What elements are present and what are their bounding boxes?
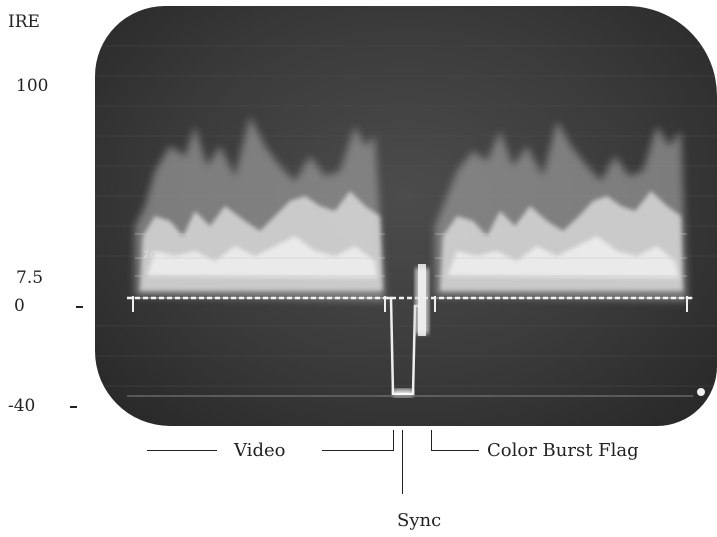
video-bracket-end: [393, 430, 394, 451]
sync-pointer-line: [402, 430, 403, 494]
tick-label-100: 100: [16, 76, 49, 96]
video-trace-right: [435, 121, 687, 301]
tick-dash-0: [76, 306, 83, 308]
sync-label: Sync: [397, 510, 442, 531]
color-burst-flag-label: Color Burst Flag: [487, 440, 639, 461]
video-bracket-right-line: [322, 450, 394, 451]
color-burst-trace: [415, 264, 429, 336]
video-bracket-left-line: [147, 450, 217, 451]
blanking-edge-marks: [132, 296, 688, 312]
tick-label-0: 0: [14, 296, 25, 316]
video-label: Video: [234, 440, 286, 461]
tick-dash-minus-40: [70, 406, 77, 408]
tick-label-7-5: 7.5: [16, 268, 44, 288]
graticule-lines: [135, 233, 687, 277]
video-trace-left: [135, 116, 385, 301]
color-burst-bracket-line: [431, 450, 479, 451]
axis-unit-label: IRE: [8, 12, 40, 32]
color-burst-bracket-end: [431, 430, 432, 451]
oscilloscope-screen: 20: [95, 6, 717, 426]
tick-label-minus-40: -40: [8, 396, 36, 416]
waveform-display: 20: [95, 45, 717, 397]
graticule-label-20: 20: [143, 250, 156, 261]
